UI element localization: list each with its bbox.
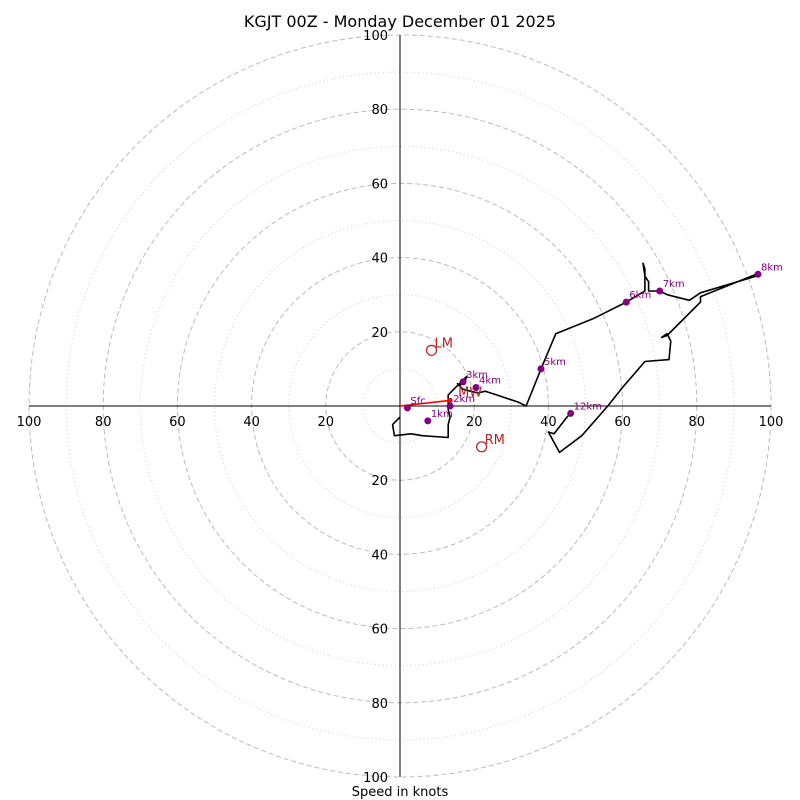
height-marker-7km xyxy=(656,287,664,295)
height-marker-Sfc xyxy=(403,404,411,412)
y-tick-pos-80: 80 xyxy=(371,103,388,118)
y-tick-neg-60: 60 xyxy=(371,623,388,638)
height-marker-8km xyxy=(754,270,762,278)
height-marker-5km xyxy=(537,365,545,373)
hodograph-trace-line xyxy=(391,262,758,454)
x-tick-neg-60: 60 xyxy=(169,415,186,430)
height-label-6km: 6km xyxy=(629,290,651,301)
height-label-1km: 1km xyxy=(431,409,453,420)
y-tick-neg-20: 20 xyxy=(371,474,388,489)
y-tick-pos-20: 20 xyxy=(371,326,388,341)
axis-ticks: 20 20 20 20 40 40 40 40 60 60 60 60 80 80 80 80 100 100 10… xyxy=(17,29,784,786)
y-tick-pos-40: 40 xyxy=(371,252,388,267)
height-label-12km: 12km xyxy=(574,401,602,412)
x-tick-pos-100: 100 xyxy=(759,415,784,430)
height-label-7km: 7km xyxy=(663,279,685,290)
height-label-3km: 3km xyxy=(466,370,488,381)
height-marker-12km xyxy=(567,409,575,417)
height-marker-1km xyxy=(424,417,432,425)
y-tick-pos-100: 100 xyxy=(363,29,388,44)
storm-motion-label-lm: LM xyxy=(435,336,453,351)
height-label-Sfc: Sfc xyxy=(410,396,425,407)
height-marker-4km xyxy=(472,383,480,391)
height-marker-6km xyxy=(622,298,630,306)
height-marker-3km xyxy=(459,378,467,386)
storm-motion-rm xyxy=(476,441,488,453)
x-tick-pos-80: 80 xyxy=(689,415,706,430)
x-tick-neg-20: 20 xyxy=(318,415,335,430)
mean-wind-point xyxy=(447,397,453,403)
y-tick-neg-40: 40 xyxy=(371,548,388,563)
x-tick-neg-80: 80 xyxy=(95,415,112,430)
y-tick-pos-60: 60 xyxy=(371,177,388,192)
y-tick-neg-80: 80 xyxy=(371,697,388,712)
height-label-8km: 8km xyxy=(761,262,783,273)
height-label-5km: 5km xyxy=(544,357,566,368)
chart-title: KGJT 00Z - Monday December 01 2025 xyxy=(244,12,556,31)
x-tick-pos-40: 40 xyxy=(540,415,557,430)
x-tick-neg-40: 40 xyxy=(243,415,260,430)
x-tick-pos-20: 20 xyxy=(466,415,483,430)
x-tick-pos-60: 60 xyxy=(614,415,631,430)
height-marker-2km xyxy=(446,402,454,410)
x-tick-neg-100: 100 xyxy=(17,415,42,430)
height-label-4km: 4km xyxy=(479,375,501,386)
storm-motion-lm xyxy=(425,344,438,356)
y-tick-neg-100: 100 xyxy=(363,771,388,786)
x-axis-label: Speed in knots xyxy=(352,785,449,800)
storm-motion-label-rm: RM xyxy=(485,433,505,448)
height-label-2km: 2km xyxy=(453,394,475,405)
